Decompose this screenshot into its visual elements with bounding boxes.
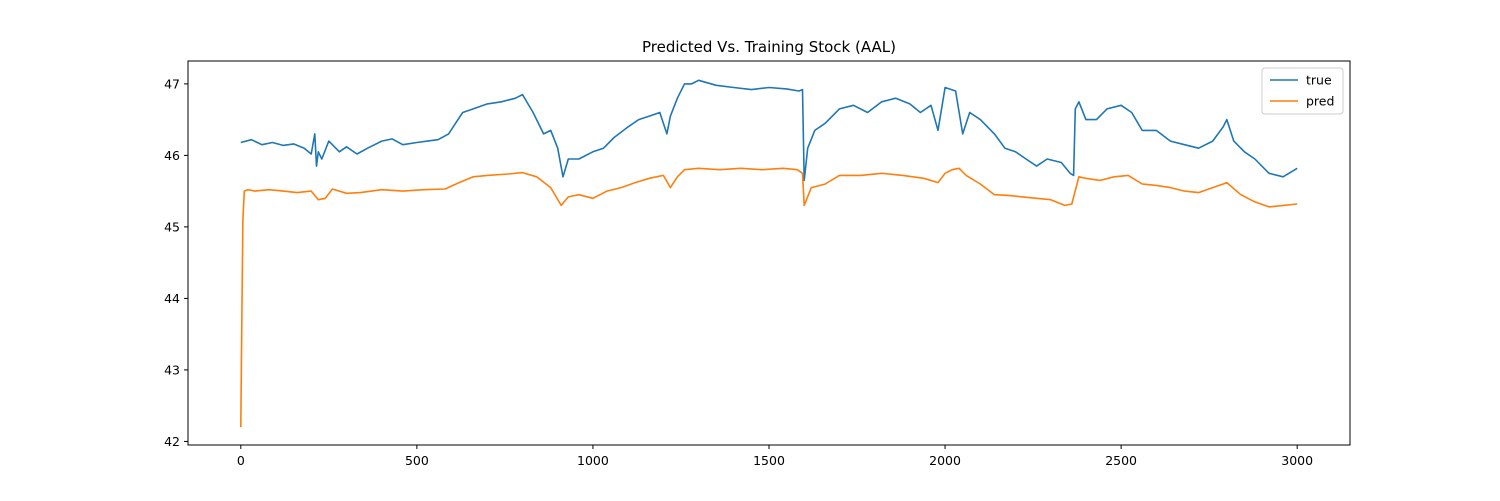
legend-label-true: true (1306, 73, 1332, 88)
legend-label-pred: pred (1306, 94, 1334, 109)
x-tick-label: 3000 (1281, 453, 1313, 468)
y-tick-label: 46 (164, 148, 180, 163)
chart-title: Predicted Vs. Training Stock (AAL) (642, 38, 896, 56)
y-axis: 42 43 44 45 46 47 (164, 76, 188, 449)
legend: true pred (1261, 67, 1344, 115)
x-axis: 0 500 1000 1500 2000 2500 3000 (237, 445, 1313, 468)
series-line-pred (240, 167, 1298, 428)
x-tick-label: 2500 (1105, 453, 1137, 468)
y-tick-label: 43 (164, 362, 180, 377)
y-tick-label: 42 (164, 434, 180, 449)
plot-area-frame (187, 60, 1351, 446)
x-tick-label: 0 (237, 453, 245, 468)
y-tick-label: 45 (164, 219, 180, 234)
x-tick-label: 2000 (929, 453, 961, 468)
series-layer (240, 79, 1298, 428)
y-tick-label: 47 (164, 76, 180, 91)
y-tick-label: 44 (164, 291, 180, 306)
x-tick-label: 1000 (577, 453, 609, 468)
x-tick-label: 1500 (753, 453, 785, 468)
x-tick-label: 500 (405, 453, 429, 468)
series-line-true (240, 79, 1298, 182)
